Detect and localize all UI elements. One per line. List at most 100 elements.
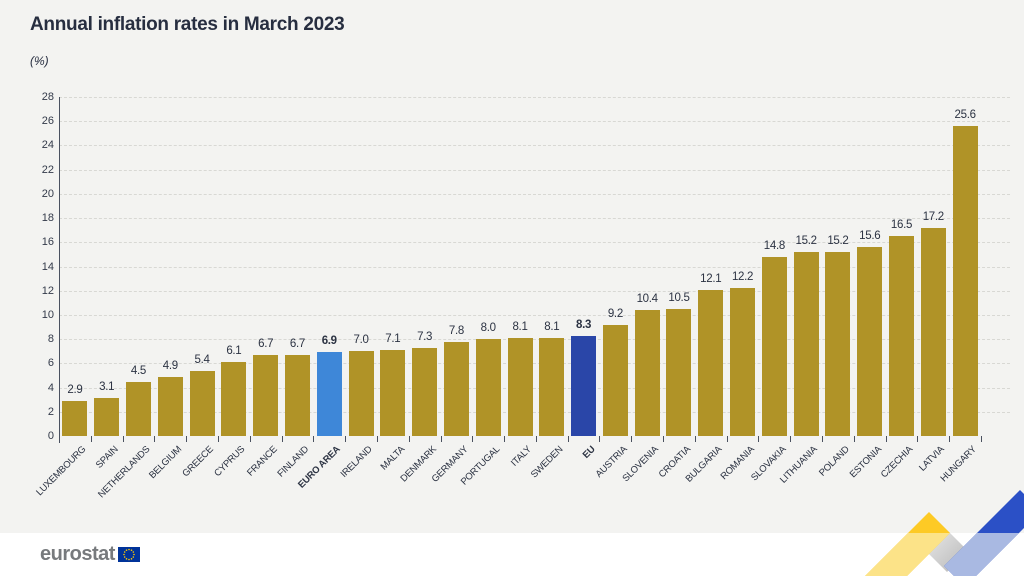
gridline	[59, 387, 1010, 389]
gridline	[59, 266, 1010, 268]
x-axis-tick	[122, 436, 124, 442]
bar-hungary	[952, 126, 978, 436]
bar-slovenia	[634, 310, 660, 436]
bar-eu	[571, 335, 597, 436]
x-axis-category-label: MALTA	[378, 444, 407, 473]
x-axis-tick	[790, 436, 792, 442]
x-axis-tick	[726, 436, 728, 442]
bar-value-label: 25.6	[954, 109, 976, 122]
gridline	[59, 314, 1010, 316]
bar-greece	[189, 370, 215, 436]
gridline	[59, 242, 1010, 244]
gridline	[59, 193, 1010, 195]
bar-sweden	[539, 337, 565, 436]
chart-unit-label: (%)	[30, 54, 49, 68]
y-axis-tick-label: 2	[47, 405, 54, 418]
y-axis-tick-label: 26	[41, 115, 54, 128]
bar-value-label: 8.0	[480, 322, 496, 335]
x-axis-tick	[186, 436, 188, 442]
bar-value-label: 15.6	[859, 230, 881, 243]
bar-value-label: 6.7	[258, 337, 274, 350]
bar-value-label: 10.4	[636, 293, 658, 306]
gridline	[59, 363, 1010, 365]
y-axis-tick-label: 22	[41, 163, 54, 176]
bar-value-label: 7.8	[448, 324, 464, 337]
x-axis-category-label: LATVIA	[917, 444, 948, 474]
x-axis-category-label: SPAIN	[93, 444, 121, 471]
bar-lithuania	[793, 251, 819, 436]
eurostat-logo-text: eurostat	[40, 543, 115, 565]
bar-finland	[284, 354, 310, 436]
bar-value-label: 4.9	[162, 359, 178, 372]
bar-luxembourg	[62, 400, 88, 436]
y-axis-tick-label: 16	[41, 236, 54, 249]
footer-strip	[0, 533, 1024, 576]
x-axis-category-label: POLAND	[817, 444, 852, 479]
x-axis-category-label: CYPRUS	[212, 444, 248, 479]
bar-value-label: 12.1	[700, 272, 722, 285]
bar-czechia	[889, 236, 915, 436]
x-axis-category-label: LUXEMBOURG	[34, 444, 89, 499]
x-axis-category-label: IRELAND	[338, 444, 375, 480]
x-axis-category-label: FRANCE	[244, 444, 280, 479]
bar-value-label: 8.3	[576, 318, 592, 331]
x-axis-tick	[853, 436, 855, 442]
x-axis-tick	[981, 436, 982, 442]
bar-bulgaria	[698, 289, 724, 436]
bar-ireland	[348, 351, 374, 436]
bar-value-label: 2.9	[67, 383, 83, 396]
y-axis-tick-label: 10	[41, 308, 54, 321]
bar-italy	[507, 337, 533, 436]
gridline	[59, 218, 1010, 220]
x-axis-tick	[281, 436, 283, 442]
x-axis-tick	[949, 436, 951, 442]
x-axis-tick	[917, 436, 919, 442]
bar-value-label: 7.1	[385, 333, 401, 346]
bar-value-label: 5.4	[194, 353, 210, 366]
x-axis-tick	[345, 436, 347, 442]
x-axis-category-label: ESTONIA	[847, 444, 884, 481]
bar-portugal	[475, 339, 501, 436]
x-axis-tick	[313, 436, 315, 442]
x-axis-tick	[217, 436, 219, 442]
y-axis-tick-label: 0	[47, 430, 54, 442]
y-axis-tick-label: 28	[41, 91, 54, 103]
bar-value-label: 6.9	[321, 335, 337, 348]
bar-denmark	[412, 347, 438, 436]
gridline	[59, 145, 1010, 147]
gridline	[59, 97, 1010, 98]
x-axis-tick	[631, 436, 633, 442]
bar-latvia	[920, 227, 946, 436]
gridline	[59, 121, 1010, 123]
gridline	[59, 290, 1010, 292]
bar-value-label: 12.2	[731, 271, 754, 284]
bar-value-label: 15.2	[795, 234, 817, 247]
x-axis-tick	[758, 436, 760, 442]
x-axis-category-label: BELGIUM	[147, 444, 185, 482]
bar-estonia	[857, 247, 883, 436]
bar-value-label: 8.1	[512, 320, 528, 333]
x-axis-category-label: CZECHIA	[879, 444, 916, 481]
x-axis-tick	[154, 436, 156, 442]
y-axis-tick-label: 24	[41, 139, 54, 152]
bar-value-label: 6.1	[226, 345, 242, 358]
bar-value-label: 8.1	[544, 320, 560, 333]
x-axis-category-label: GREECE	[180, 444, 216, 480]
y-axis-tick-label: 20	[41, 187, 54, 200]
eurostat-logo: eurostat	[40, 543, 140, 566]
bar-value-label: 4.5	[130, 364, 147, 377]
bar-spain	[94, 398, 120, 436]
x-axis-tick	[90, 436, 92, 442]
bar-germany	[443, 341, 469, 436]
x-axis-tick	[822, 436, 824, 442]
x-axis-category-label: EU	[580, 444, 598, 461]
bar-value-label: 10.5	[668, 291, 690, 304]
bar-value-label: 6.7	[289, 337, 305, 350]
bar-poland	[825, 251, 851, 436]
x-axis-tick	[567, 436, 569, 442]
y-axis-tick-label: 12	[41, 284, 54, 297]
bar-cyprus	[221, 362, 247, 436]
x-axis-tick	[663, 436, 665, 442]
